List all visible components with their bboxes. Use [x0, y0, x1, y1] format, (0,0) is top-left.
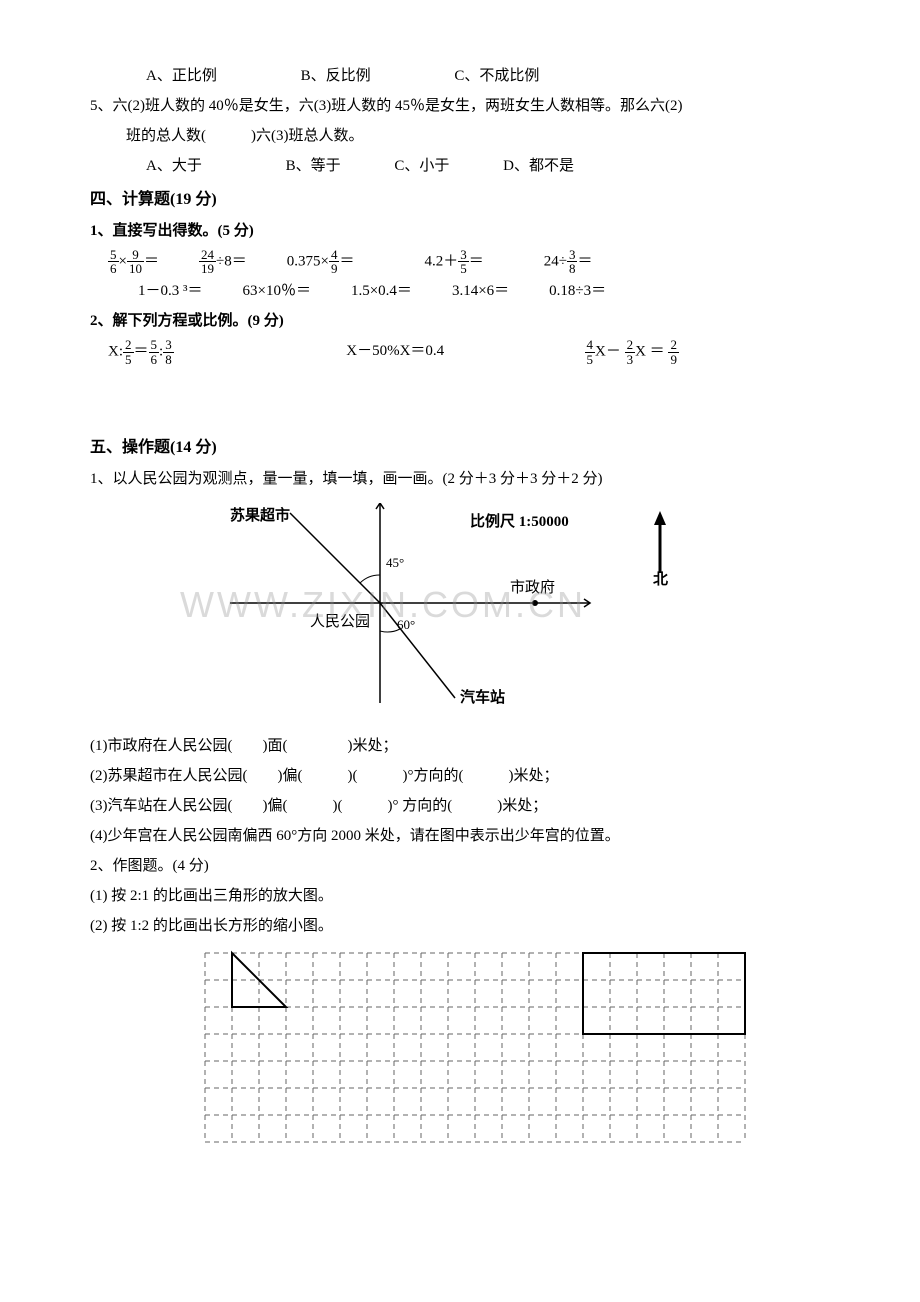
sec5-p2-s1: (1) 按 2:1 的比画出三角形的放大图。 [90, 883, 830, 910]
q4-opt-a: A、正比例 [146, 63, 217, 90]
section4-title: 四、计算题(19 分) [90, 186, 830, 215]
sec5-sub2: (2)苏果超市在人民公园( )偏( )( )°方向的( )米处； [90, 763, 830, 790]
label-park: 人民公园 [310, 609, 370, 636]
eq-3: 45X－ 23X ＝ 29 [585, 338, 823, 366]
label-scale: 比例尺 1:50000 [470, 509, 569, 536]
label-north: 北 [653, 567, 668, 594]
expr-2-5: 0.18÷3＝ [549, 278, 606, 305]
equation-row: X:25＝56:38 X－50%X＝0.4 45X－ 23X ＝ 29 [108, 338, 830, 366]
q5-opt-a: A、大于 [146, 153, 202, 180]
sec4-p2-title: 2、解下列方程或比例。(9 分) [90, 308, 830, 335]
label-gov: 市政府 [510, 575, 555, 602]
q5-opt-c: C、小于 [394, 153, 449, 180]
q4-opt-c: C、不成比例 [454, 63, 539, 90]
grid-diagram [200, 948, 830, 1157]
q4-options: A、正比例 B、反比例 C、不成比例 [90, 63, 830, 90]
expr-1-3: 0.375×49＝ [287, 248, 355, 276]
q5-options: A、大于 B、等于 C、小于 D、都不是 [90, 153, 830, 180]
label-45: 45° [386, 551, 404, 574]
q5-stem-line1: 5、六(2)班人数的 40％是女生，六(3)班人数的 45％是女生，两班女生人数… [90, 93, 830, 120]
sec5-sub1: (1)市政府在人民公园( )面( )米处； [90, 733, 830, 760]
expr-1-1: 56×910＝ [108, 248, 159, 276]
section5-title: 五、操作题(14 分) [90, 434, 830, 463]
calc-row2: 1－0.3 ³＝ 63×10％＝ 1.5×0.4＝ 3.14×6＝ 0.18÷3… [108, 278, 830, 305]
q5-opt-d: D、都不是 [503, 153, 574, 180]
expr-2-1: 1－0.3 ³＝ [138, 278, 203, 305]
calc-row1: 56×910＝ 2419÷8＝ 0.375×49＝ 4.2＋35＝ 24÷38＝ [108, 248, 830, 276]
eq-2: X－50%X＝0.4 [346, 338, 584, 366]
sec5-sub4: (4)少年宫在人民公园南偏西 60°方向 2000 米处，请在图中表示出少年宫的… [90, 823, 830, 850]
expr-2-3: 1.5×0.4＝ [351, 278, 412, 305]
expr-1-4: 4.2＋35＝ [424, 248, 483, 276]
label-suguo: 苏果超市 [230, 503, 290, 530]
sec4-p1-title: 1、直接写出得数。(5 分) [90, 218, 830, 245]
sec5-sub3: (3)汽车站在人民公园( )偏( )( )° 方向的( )米处； [90, 793, 830, 820]
sec5-p2-title: 2、作图题。(4 分) [90, 853, 830, 880]
compass-diagram: 苏果超市 市政府 人民公园 汽车站 比例尺 1:50000 北 45° 60° … [210, 503, 830, 723]
label-60: 60° [397, 613, 415, 636]
eq-1: X:25＝56:38 [108, 338, 346, 366]
q5-stem-line2: 班的总人数( )六(3)班总人数。 [90, 123, 830, 150]
expr-1-5: 24÷38＝ [544, 248, 593, 276]
expr-2-4: 3.14×6＝ [452, 278, 509, 305]
expr-2-2: 63×10％＝ [243, 278, 311, 305]
expr-1-2: 2419÷8＝ [199, 248, 247, 276]
q5-opt-b: B、等于 [286, 153, 341, 180]
sec5-p2-s2: (2) 按 1:2 的比画出长方形的缩小图。 [90, 913, 830, 940]
label-bus: 汽车站 [460, 685, 505, 712]
sec5-p1-title: 1、以人民公园为观测点，量一量，填一填，画一画。(2 分＋3 分＋3 分＋2 分… [90, 466, 830, 493]
q4-opt-b: B、反比例 [301, 63, 371, 90]
